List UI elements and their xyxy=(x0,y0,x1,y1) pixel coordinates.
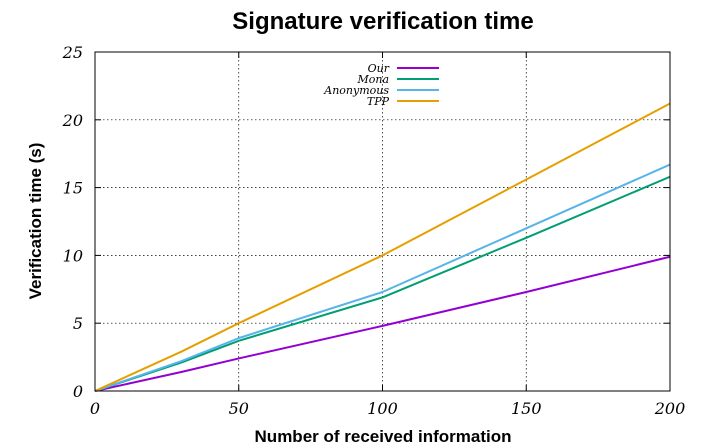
plot-series xyxy=(94,102,671,392)
series-line-our xyxy=(94,255,671,392)
y-tick-label: 25 xyxy=(62,43,83,62)
y-tick-label: 5 xyxy=(73,314,83,333)
grid xyxy=(95,52,670,391)
legend-label-anonymous: Anonymous xyxy=(323,84,389,97)
y-tick-label: 10 xyxy=(63,246,83,265)
series-line-tpp xyxy=(94,102,671,392)
y-tick-label: 20 xyxy=(62,111,83,130)
axis-ticks: 0 50 100 150 200 0 5 10 15 20 25 xyxy=(62,43,686,418)
x-tick-label: 150 xyxy=(511,399,542,418)
chart-title: Signature verification time xyxy=(232,8,533,35)
y-tick-label: 0 xyxy=(73,382,83,401)
x-tick-label: 50 xyxy=(229,399,249,418)
legend-label-mona: Mona xyxy=(356,73,389,86)
x-axis-label: Number of received information xyxy=(255,427,512,446)
x-tick-label: 200 xyxy=(654,399,686,418)
y-axis-label: Verification time (s) xyxy=(26,143,45,300)
x-tick-label: 100 xyxy=(367,399,398,418)
x-tick-label: 0 xyxy=(90,399,100,418)
y-tick-label: 15 xyxy=(63,179,83,198)
series-line-mona xyxy=(94,175,671,392)
legend-label-tpp: TPP xyxy=(367,95,390,108)
legend-label-our: Our xyxy=(368,62,390,75)
series-line-anonymous xyxy=(94,163,671,392)
